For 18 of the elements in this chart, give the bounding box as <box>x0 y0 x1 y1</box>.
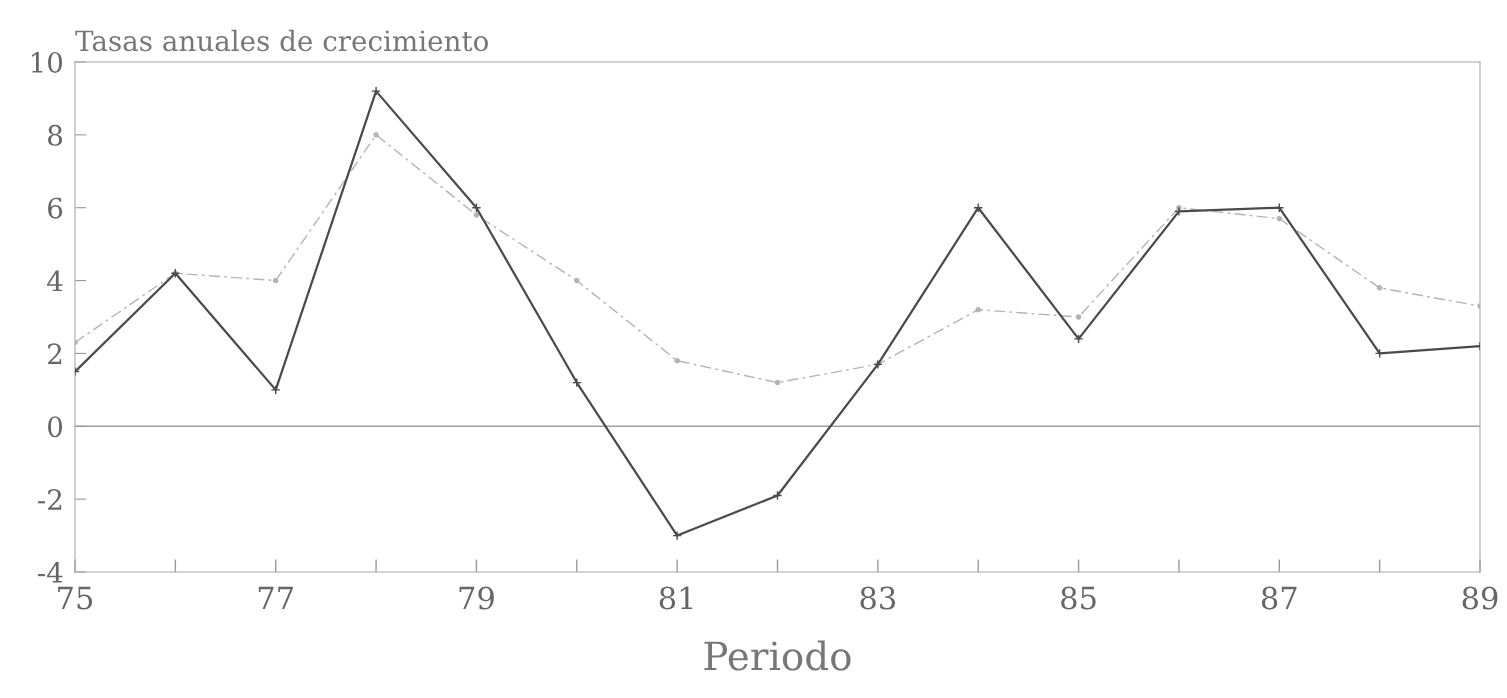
y-tick-label: 0 <box>48 416 63 438</box>
x-tick-label: 77 <box>258 586 293 610</box>
x-tick-label: 87 <box>1261 586 1297 610</box>
x-tick-label: 79 <box>459 586 494 610</box>
x-tick-label: 75 <box>58 586 93 610</box>
chart-title: Tasas anuales de crecimiento <box>75 29 488 52</box>
y-tick-label: 6 <box>48 197 63 219</box>
y-tick-label: 10 <box>31 51 63 73</box>
y-tick-label: -2 <box>38 489 62 510</box>
x-tick-label: 83 <box>860 586 896 610</box>
y-tick-label: 4 <box>47 270 63 292</box>
x-tick-label: 81 <box>659 586 693 610</box>
y-tick-label: 8 <box>48 124 63 146</box>
x-tick-label: 89 <box>1462 586 1498 610</box>
x-tick-label: 85 <box>1061 586 1096 610</box>
x-axis-title: Periodo <box>704 640 851 671</box>
y-tick-label: -4 <box>38 561 63 583</box>
y-tick-label: 2 <box>48 343 62 364</box>
